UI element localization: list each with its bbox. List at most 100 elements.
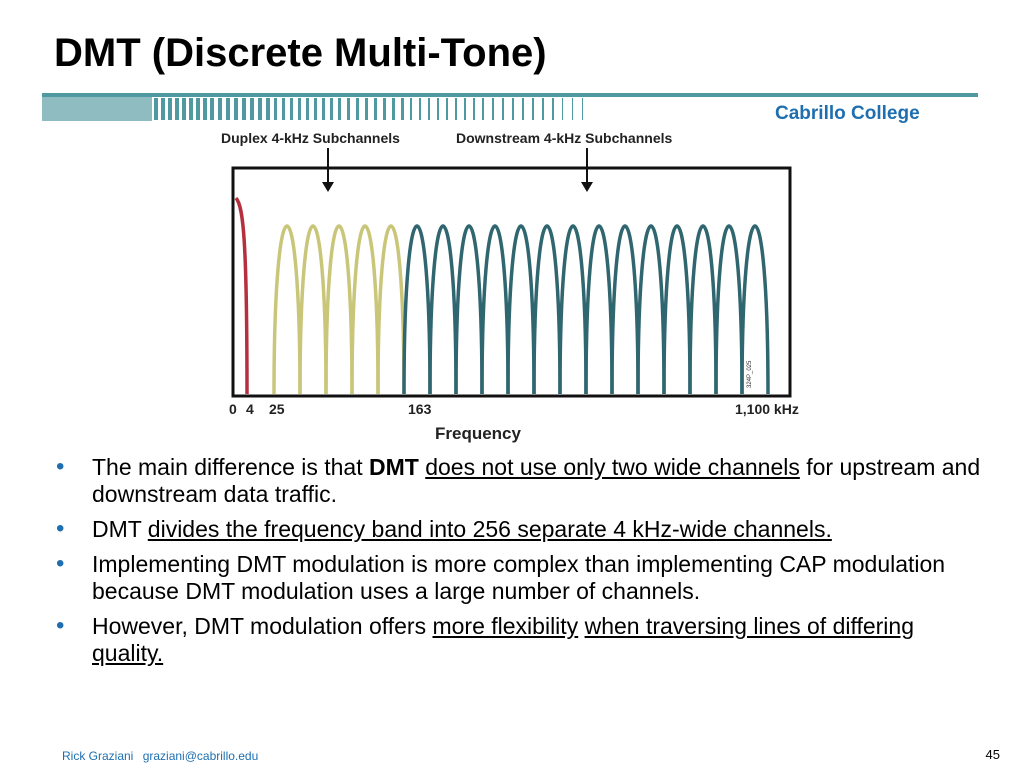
downstream-subchannels-label: Downstream 4-kHz Subchannels <box>456 130 672 146</box>
banner-stripe <box>330 98 333 120</box>
banner-stripe <box>347 98 350 120</box>
header-banner <box>42 93 978 121</box>
downstream-subchannel-arch <box>714 224 744 395</box>
banner-stripe <box>428 98 430 120</box>
banner-stripe <box>383 98 386 120</box>
figure-code: 324P_025 <box>747 360 753 388</box>
downstream-arrow <box>581 148 593 192</box>
banner-stripe <box>250 98 254 120</box>
banner-stripe <box>266 98 270 120</box>
bullet-text-run: divides the frequency band into 256 sepa… <box>147 516 832 542</box>
banner-stripe <box>161 98 165 120</box>
tick-label-163: 163 <box>408 401 432 417</box>
banner-stripe <box>374 98 377 120</box>
subchannel-arches <box>234 196 770 395</box>
banner-stripe <box>356 98 359 120</box>
bullet-text-run: when traversing lines of differing quali… <box>92 613 915 666</box>
banner-stripe <box>392 98 395 120</box>
tick-label-25: 25 <box>269 401 285 417</box>
banner-stripe <box>464 98 466 120</box>
banner-stripe <box>314 98 317 120</box>
downstream-subchannel-arch <box>402 224 432 395</box>
banner-stripe <box>290 98 293 120</box>
tick-label-0: 0 <box>229 401 237 417</box>
downstream-subchannel-arch <box>558 224 588 395</box>
banner-stripe <box>154 98 158 120</box>
bullet-item: • Implementing DMT modulation is more com… <box>56 550 981 605</box>
banner-stripes <box>154 98 583 120</box>
banner-stripe <box>196 98 200 120</box>
duplex-subchannel-arch <box>350 224 380 395</box>
banner-stripe <box>282 98 285 120</box>
plot-frame <box>231 166 792 398</box>
bullet-text-run: The main difference is that <box>92 454 369 480</box>
footer-author: Rick Graziani <box>62 749 134 763</box>
banner-stripe <box>446 98 448 120</box>
banner-stripe <box>582 98 583 120</box>
bullet-text-run: DMT <box>92 516 148 542</box>
bullet-marker: • <box>56 612 65 639</box>
duplex-subchannel-arch <box>272 224 302 395</box>
banner-stripe <box>437 98 439 120</box>
page-number: 45 <box>985 747 1000 762</box>
frequency-axis-label: Frequency <box>435 424 522 443</box>
banner-stripe <box>410 98 412 120</box>
tick-label-1100: 1,100 kHz <box>735 401 799 417</box>
banner-stripe <box>242 98 246 120</box>
banner-stripe <box>306 98 309 120</box>
banner-stripe <box>338 98 341 120</box>
downstream-subchannel-arch <box>454 224 484 395</box>
bullet-text-run: DMT <box>369 454 419 480</box>
downstream-subchannel-arch <box>532 224 562 395</box>
tick-label-4: 4 <box>246 401 254 417</box>
footer-email[interactable]: graziani@cabrillo.edu <box>142 749 259 763</box>
bullet-text-run: However, DMT modulation offers <box>92 613 433 639</box>
duplex-subchannel-arch <box>298 224 328 395</box>
banner-stripe <box>365 98 368 120</box>
downstream-subchannel-arch <box>584 224 614 395</box>
banner-stripe <box>532 98 534 120</box>
banner-stripe <box>182 98 186 120</box>
banner-stripe <box>512 98 514 120</box>
bullet-text-run: more flexibility <box>432 613 579 639</box>
bullet-list: • The main difference is that DMT does no… <box>56 453 981 675</box>
banner-stripe <box>234 98 238 120</box>
duplex-arrow <box>322 148 334 192</box>
banner-stripe <box>258 98 262 120</box>
voice-channel-arch <box>234 196 249 395</box>
downstream-subchannel-arch <box>480 224 510 395</box>
downstream-subchannel-arch <box>662 224 692 395</box>
bullet-text-run: for upstream and downstream data traffic… <box>92 454 981 507</box>
banner-stripe <box>218 98 222 120</box>
duplex-subchannels-label: Duplex 4-kHz Subchannels <box>221 130 400 146</box>
bullet-item: • DMT divides the frequency band into 256… <box>56 515 981 543</box>
bullet-text-run: Implementing DMT modulation is more comp… <box>92 551 946 604</box>
bullet-item: • However, DMT modulation offers more fle… <box>56 612 981 667</box>
downstream-subchannel-arch <box>506 224 536 395</box>
banner-stripe <box>562 98 563 120</box>
banner-stripe <box>168 98 172 120</box>
footer-credit: Rick Graziani graziani@cabrillo.edu <box>62 749 258 763</box>
bullet-marker: • <box>56 453 65 480</box>
bullet-marker: • <box>56 515 65 542</box>
banner-stripe <box>175 98 179 120</box>
downstream-subchannel-arch <box>636 224 666 395</box>
bullet-text-run: does not use only two wide channels <box>425 454 800 480</box>
banner-stripe <box>419 98 421 120</box>
banner-stripe <box>492 98 494 120</box>
bullet-marker: • <box>56 550 65 577</box>
banner-stripe <box>482 98 484 120</box>
slide-title: DMT (Discrete Multi-Tone) <box>54 31 547 75</box>
banner-stripe <box>189 98 193 120</box>
duplex-subchannel-arch <box>324 224 354 395</box>
frequency-ticks: 0 4 25 163 1,100 kHz <box>229 401 799 417</box>
banner-stripe <box>522 98 524 120</box>
college-name: Cabrillo College <box>775 103 920 124</box>
banner-stripe <box>455 98 457 120</box>
banner-stripe <box>203 98 207 120</box>
bullet-item: • The main difference is that DMT does no… <box>56 453 981 508</box>
banner-stripe <box>502 98 504 120</box>
banner-stripe <box>210 98 214 120</box>
banner-stripe <box>401 98 404 120</box>
downstream-subchannel-arch <box>740 224 770 395</box>
